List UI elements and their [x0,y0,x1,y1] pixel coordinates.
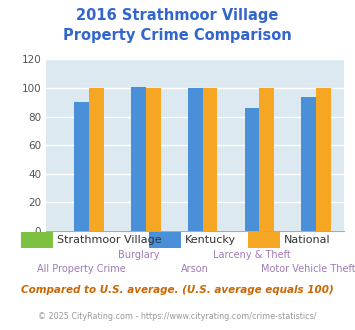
Text: All Property Crime: All Property Crime [37,264,126,274]
Bar [260,88,274,231]
Text: National: National [284,235,331,245]
Text: Arson: Arson [181,264,209,274]
Bar [188,88,203,231]
Text: © 2025 CityRating.com - https://www.cityrating.com/crime-statistics/: © 2025 CityRating.com - https://www.city… [38,312,317,321]
Bar [131,86,146,231]
Bar [301,97,316,231]
Bar [203,88,217,231]
Text: Kentucky: Kentucky [185,235,236,245]
Text: Property Crime Comparison: Property Crime Comparison [63,28,292,43]
Bar [75,102,89,231]
Bar [89,88,104,231]
Bar [316,88,331,231]
Text: 2016 Strathmoor Village: 2016 Strathmoor Village [76,8,279,23]
Text: Motor Vehicle Theft: Motor Vehicle Theft [261,264,355,274]
Bar [245,108,260,231]
Bar [146,88,160,231]
Text: Compared to U.S. average. (U.S. average equals 100): Compared to U.S. average. (U.S. average … [21,285,334,295]
Text: Burglary: Burglary [118,250,159,260]
Text: Strathmoor Village: Strathmoor Village [57,235,162,245]
Text: Larceny & Theft: Larceny & Theft [213,250,291,260]
